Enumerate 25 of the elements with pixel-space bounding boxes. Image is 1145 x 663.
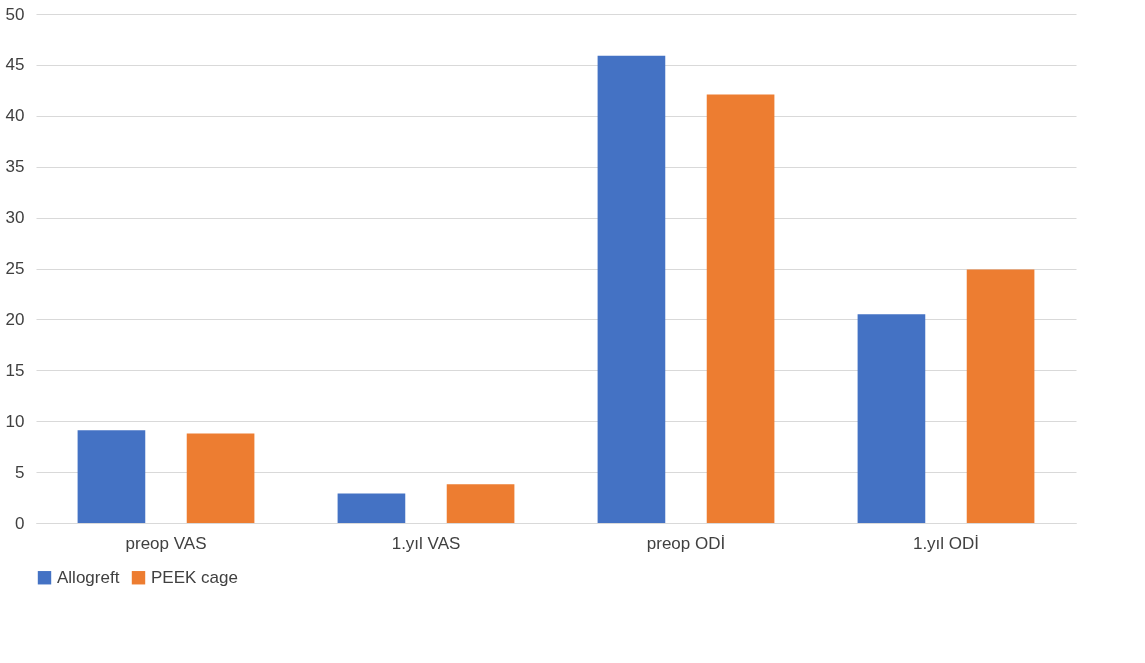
y-tick-label: 15 xyxy=(5,360,25,380)
bar xyxy=(597,55,666,523)
y-tick-label: 20 xyxy=(5,309,25,329)
y-tick-label: 5 xyxy=(15,462,25,482)
y-tick-label: 25 xyxy=(5,259,25,278)
bar xyxy=(186,433,255,523)
x-tick-label: 1.yıl VAS xyxy=(391,533,461,553)
legend-label: PEEK cage xyxy=(151,567,238,587)
y-tick-label: 50 xyxy=(5,4,25,24)
y-tick-label: 0 xyxy=(15,513,25,533)
bar xyxy=(706,94,775,523)
bar xyxy=(857,314,926,523)
y-tick-label: 40 xyxy=(5,106,25,126)
legend-label: Allogreft xyxy=(57,567,120,587)
bar xyxy=(337,493,406,523)
y-tick-label: 30 xyxy=(5,208,25,228)
bar xyxy=(446,484,515,523)
y-tick-label: 35 xyxy=(5,157,25,177)
x-tick-label: 1.yıl ODİ xyxy=(912,533,980,553)
y-tick-label: 10 xyxy=(5,411,25,431)
x-tick-label: preop VAS xyxy=(125,533,207,553)
y-tick-label: 45 xyxy=(5,55,25,75)
x-tick-label: preop ODİ xyxy=(646,533,726,553)
bar xyxy=(966,269,1035,523)
bar xyxy=(77,430,146,523)
